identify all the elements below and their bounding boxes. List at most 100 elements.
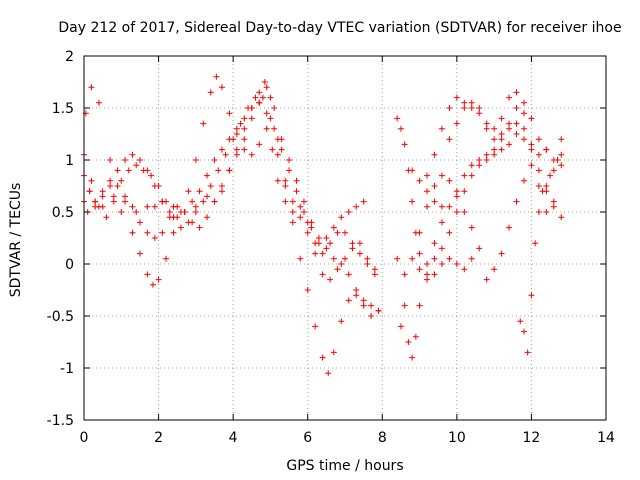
data-point <box>118 177 125 184</box>
data-point <box>144 167 151 174</box>
data-point <box>416 229 423 236</box>
data-point <box>99 193 106 200</box>
data-point <box>107 177 114 184</box>
data-point <box>133 209 140 215</box>
data-point <box>241 136 248 143</box>
data-point <box>129 151 136 158</box>
data-point <box>543 146 550 153</box>
data-point <box>204 214 211 221</box>
data-point <box>289 209 296 215</box>
data-point <box>207 183 214 189</box>
data-point <box>491 146 498 153</box>
data-point <box>297 203 304 210</box>
data-point <box>394 255 401 262</box>
data-point <box>543 183 550 189</box>
data-point <box>271 125 278 132</box>
data-point <box>327 240 334 247</box>
x-tick-label: 6 <box>303 430 312 446</box>
data-point <box>356 240 363 247</box>
data-point <box>356 250 363 257</box>
data-point <box>416 250 423 257</box>
data-point <box>353 203 360 210</box>
data-point <box>342 255 348 262</box>
data-point <box>269 146 276 153</box>
data-point <box>446 105 453 111</box>
data-point <box>259 94 266 101</box>
data-point <box>207 89 214 96</box>
data-point <box>192 157 199 163</box>
data-point <box>218 146 225 153</box>
data-point <box>368 302 375 309</box>
data-point <box>144 229 151 236</box>
data-point <box>122 198 129 205</box>
data-point <box>304 287 311 293</box>
data-point <box>213 73 220 80</box>
data-point <box>218 188 225 195</box>
data-point <box>513 120 520 127</box>
data-point <box>166 209 173 215</box>
data-point <box>397 125 404 132</box>
data-point <box>192 203 199 210</box>
y-axis-label: SDTVAR / TECUs <box>8 183 24 298</box>
data-point <box>300 209 307 215</box>
data-point <box>256 99 263 106</box>
data-point <box>438 261 445 267</box>
data-point <box>92 198 99 205</box>
data-point <box>170 229 177 236</box>
data-point <box>278 136 285 143</box>
data-point <box>394 115 401 122</box>
data-point <box>483 276 490 283</box>
data-point <box>330 224 337 231</box>
data-point <box>528 162 535 169</box>
data-point <box>483 157 490 163</box>
data-point <box>308 219 315 226</box>
data-point <box>315 240 322 247</box>
data-point <box>189 198 196 205</box>
data-point <box>483 120 490 127</box>
data-point <box>297 255 304 262</box>
y-tick-label: -0.5 <box>47 309 74 325</box>
data-point <box>528 146 535 153</box>
data-points <box>81 73 565 377</box>
data-point <box>133 162 140 169</box>
data-point <box>136 157 143 163</box>
data-point <box>535 151 542 158</box>
data-point <box>461 209 468 215</box>
data-point <box>535 167 542 174</box>
data-point <box>192 209 199 215</box>
data-point <box>550 203 557 210</box>
data-point <box>211 198 218 205</box>
data-point <box>282 198 289 205</box>
data-point <box>364 261 371 267</box>
data-point <box>325 370 332 377</box>
data-point <box>558 136 565 143</box>
data-point <box>438 172 445 179</box>
data-point <box>252 94 259 101</box>
data-point <box>498 250 505 257</box>
data-point <box>122 157 129 163</box>
data-point <box>338 214 345 221</box>
data-point <box>129 229 136 236</box>
data-point <box>222 151 229 158</box>
data-point <box>461 188 468 195</box>
data-point <box>330 349 337 356</box>
data-point <box>342 229 348 236</box>
data-point <box>282 177 289 184</box>
data-point <box>371 271 378 278</box>
data-point <box>177 224 184 231</box>
data-point <box>122 193 129 200</box>
data-point <box>297 214 304 221</box>
data-point <box>226 167 233 174</box>
data-point <box>174 214 181 221</box>
y-tick-label: 1.5 <box>52 101 74 117</box>
data-point <box>256 89 263 96</box>
data-point <box>453 193 460 200</box>
data-point <box>558 151 565 158</box>
data-point <box>498 131 505 137</box>
data-point <box>468 255 475 262</box>
data-point <box>483 151 490 158</box>
data-point <box>506 125 513 132</box>
data-point <box>155 276 162 283</box>
x-axis-label: GPS time / hours <box>286 458 403 474</box>
